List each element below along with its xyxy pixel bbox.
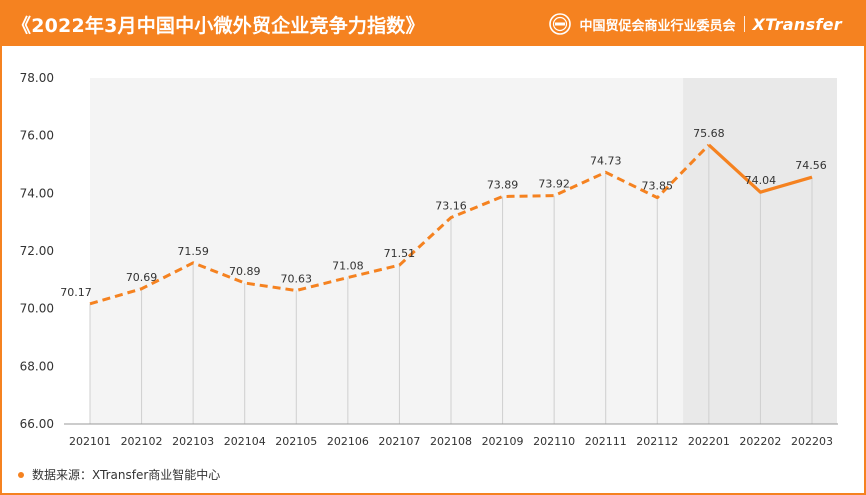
y-tick-label: 66.00 xyxy=(20,417,54,431)
x-tick-label: 202104 xyxy=(224,435,266,448)
y-tick-label: 72.00 xyxy=(20,244,54,258)
source-text: 数据来源：XTransfer商业智能中心 xyxy=(32,468,221,482)
x-tick-label: 202203 xyxy=(791,435,833,448)
x-tick-label: 202112 xyxy=(636,435,678,448)
y-tick-label: 68.00 xyxy=(20,359,54,373)
x-tick-label: 202105 xyxy=(275,435,317,448)
chart-container: 66.00 68.00 70.00 72.00 74.00 76.00 78.00 70.1… xyxy=(2,46,864,465)
data-label: 75.68 xyxy=(693,127,725,140)
data-label: 71.08 xyxy=(332,260,364,273)
series-line-dashed xyxy=(89,143,710,306)
bullet-dot-icon xyxy=(18,471,24,478)
y-tick-label: 74.00 xyxy=(20,186,54,200)
data-label: 74.04 xyxy=(745,174,777,187)
data-label: 73.92 xyxy=(538,178,570,191)
data-label: 70.69 xyxy=(126,271,158,284)
x-tick-label: 202106 xyxy=(327,435,369,448)
source-note: 数据来源：XTransfer商业智能中心 xyxy=(18,466,220,483)
x-tick-label: 202102 xyxy=(121,435,163,448)
data-label: 70.17 xyxy=(60,286,92,299)
data-label: 71.51 xyxy=(384,247,416,260)
y-tick-label: 78.00 xyxy=(20,71,54,85)
x-tick-label: 202103 xyxy=(172,435,214,448)
x-tick-label: 202109 xyxy=(482,435,524,448)
y-tick-label: 76.00 xyxy=(20,129,54,143)
data-label: 74.56 xyxy=(795,159,827,172)
x-tick-label: 202101 xyxy=(69,435,111,448)
ccpit-emblem-icon xyxy=(549,13,572,35)
org-name: 中国贸促会商业行业委员会 xyxy=(579,18,736,34)
data-label: 74.73 xyxy=(590,154,622,167)
data-label: 71.59 xyxy=(177,245,209,258)
line-chart: 66.00 68.00 70.00 72.00 74.00 76.00 78.00 70.1… xyxy=(20,71,838,448)
data-label: 73.16 xyxy=(435,200,467,213)
data-label: 70.63 xyxy=(281,273,313,286)
x-tick-label: 202110 xyxy=(533,435,575,448)
xtransfer-logo: XTransfer xyxy=(752,14,842,34)
x-tick-label: 202108 xyxy=(430,435,472,448)
data-label: 70.89 xyxy=(229,265,261,278)
x-tick-label: 202202 xyxy=(739,435,781,448)
data-label: 73.89 xyxy=(487,179,519,192)
x-tick-label: 202201 xyxy=(688,435,730,448)
brand-divider xyxy=(743,16,745,32)
x-tick-label: 202111 xyxy=(585,435,627,448)
y-tick-label: 70.00 xyxy=(20,302,54,316)
data-label: 73.85 xyxy=(642,180,674,193)
page-title: 《2022年3月中国中小微外贸企业竞争力指数》 xyxy=(12,15,425,37)
header-bar: 《2022年3月中国中小微外贸企业竞争力指数》 中国贸促会商业行业委员会 XTr… xyxy=(2,2,864,46)
brand-block: 中国贸促会商业行业委员会 XTransfer xyxy=(549,13,842,35)
plot-band-2021 xyxy=(90,78,684,424)
x-tick-label: 202107 xyxy=(378,435,420,448)
series-line-solid xyxy=(707,143,813,194)
